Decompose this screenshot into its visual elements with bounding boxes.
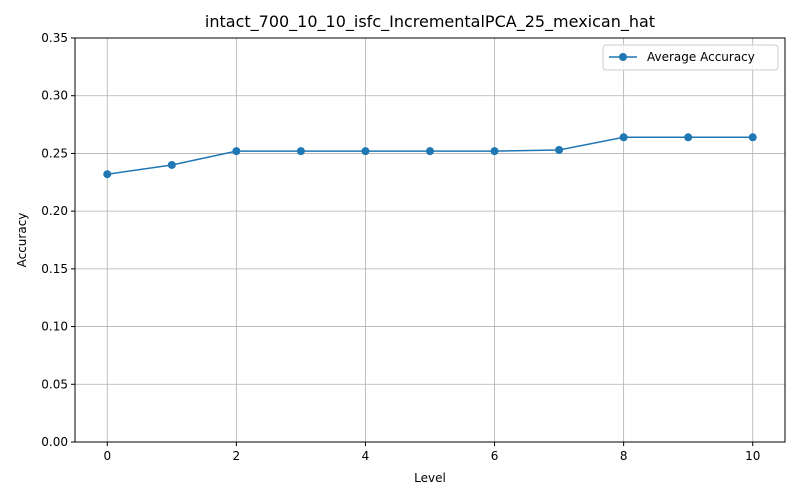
y-axis-ticks: 0.00 0.05 0.10 0.15 0.20 0.25 0.30 0.35 xyxy=(41,31,75,449)
x-tick-label: 10 xyxy=(745,449,760,463)
legend-marker-swatch xyxy=(619,53,627,61)
x-tick-label: 6 xyxy=(491,449,499,463)
legend: Average Accuracy xyxy=(602,44,779,71)
x-tick-label: 8 xyxy=(620,449,628,463)
data-point xyxy=(684,133,693,142)
legend-box xyxy=(602,44,779,71)
data-point xyxy=(426,147,434,156)
legend-label: Average Accuracy xyxy=(647,50,755,64)
data-point xyxy=(232,147,241,156)
chart-title: intact_700_10_10_isfc_IncrementalPCA_25_… xyxy=(205,12,655,32)
y-tick-label: 0.00 xyxy=(41,435,68,449)
y-axis-label: Accuracy xyxy=(15,213,29,268)
data-point xyxy=(296,147,305,156)
x-axis-label: Level xyxy=(414,471,446,485)
x-axis-ticks: 0 2 4 6 8 10 xyxy=(103,442,760,463)
data-point xyxy=(555,145,564,154)
series-layer xyxy=(103,133,757,179)
data-point xyxy=(103,170,112,179)
grid xyxy=(75,37,785,443)
data-point xyxy=(167,160,176,169)
data-point xyxy=(361,147,370,156)
y-tick-label: 0.15 xyxy=(41,262,68,276)
data-point xyxy=(619,133,628,142)
y-tick-label: 0.35 xyxy=(41,31,68,45)
plot-frame xyxy=(74,37,786,443)
y-tick-label: 0.05 xyxy=(41,377,68,391)
series-line xyxy=(107,136,753,175)
x-tick-label: 2 xyxy=(233,449,241,463)
y-tick-label: 0.10 xyxy=(41,320,68,334)
data-point xyxy=(748,133,757,142)
y-tick-label: 0.20 xyxy=(41,204,68,218)
x-tick-label: 0 xyxy=(103,449,111,463)
x-tick-label: 4 xyxy=(362,449,370,463)
data-point xyxy=(490,147,499,156)
y-tick-label: 0.25 xyxy=(41,146,68,160)
y-tick-label: 0.30 xyxy=(41,89,68,103)
